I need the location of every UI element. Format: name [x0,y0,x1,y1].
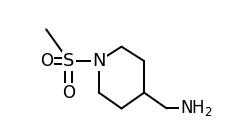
Text: O: O [62,84,75,102]
Text: S: S [63,52,74,70]
Text: N: N [92,52,106,70]
Text: O: O [40,52,53,70]
Text: NH$_2$: NH$_2$ [180,98,213,119]
